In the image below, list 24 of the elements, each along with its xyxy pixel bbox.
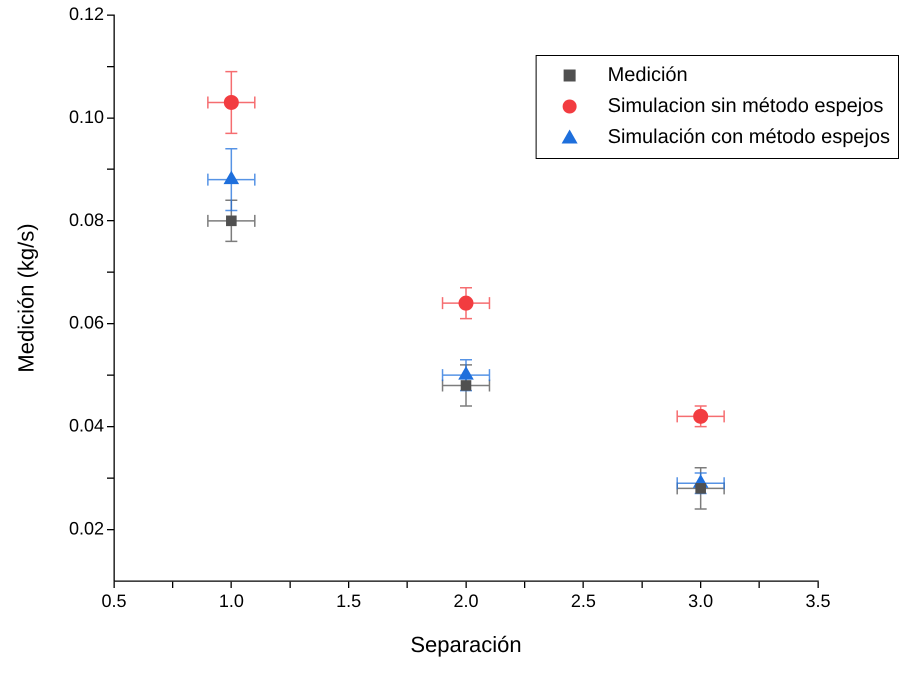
point bbox=[458, 296, 474, 311]
x-tick-label: 1.5 bbox=[336, 590, 362, 611]
legend-label: Medición bbox=[608, 64, 688, 86]
x-tick-label: 2.5 bbox=[570, 590, 596, 611]
y-tick-label: 0.10 bbox=[68, 106, 104, 127]
x-tick-label: 2.0 bbox=[453, 590, 479, 611]
point bbox=[224, 94, 239, 110]
x-tick-label: 3.5 bbox=[805, 590, 831, 611]
legend-label: Simulacion sin método espejos bbox=[608, 95, 884, 118]
x-tick-label: 3.0 bbox=[688, 590, 714, 611]
y-tick-label: 0.06 bbox=[68, 312, 104, 333]
x-axis-title: Separación bbox=[410, 632, 522, 657]
y-tick-label: 0.02 bbox=[68, 518, 104, 539]
y-tick-label: 0.12 bbox=[68, 4, 104, 24]
point bbox=[695, 483, 706, 494]
y-axis-title: Medición (kg/s) bbox=[13, 223, 38, 373]
point bbox=[460, 380, 472, 391]
y-tick-label: 0.04 bbox=[68, 416, 104, 436]
x-tick-label: 1.0 bbox=[218, 590, 244, 611]
point bbox=[693, 408, 708, 424]
legend-label: Simulación con método espejos bbox=[608, 126, 890, 148]
y-tick-label: 0.08 bbox=[68, 210, 104, 230]
x-tick-label: 0.5 bbox=[101, 590, 127, 611]
point bbox=[226, 216, 237, 226]
